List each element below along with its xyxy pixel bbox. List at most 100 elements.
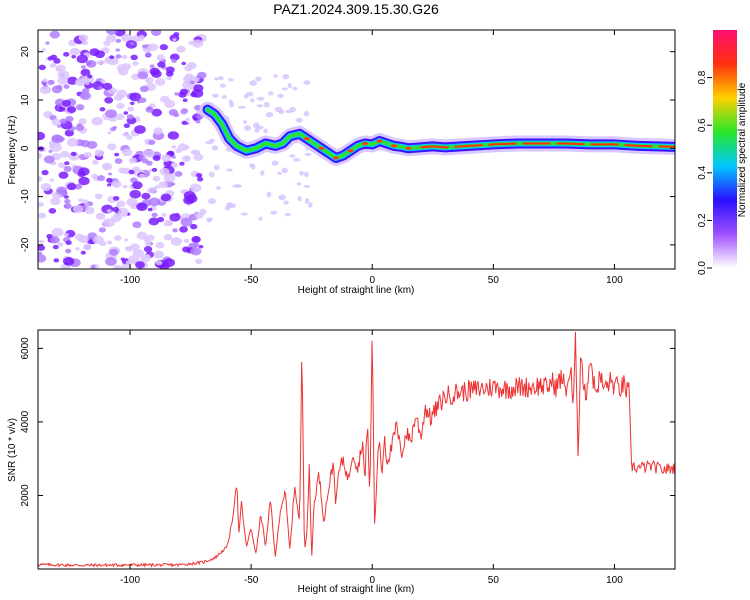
noise-blob [74,183,83,190]
colorbar-tick-label: 0.2 [697,213,708,227]
ridge-peak [347,149,354,153]
noise-blob [95,212,106,220]
snr-xlabel: Height of straight line (km) [298,584,415,595]
noise-blob [38,131,46,141]
noise-blob [304,171,309,178]
noise-blob [169,53,180,61]
noise-blob [169,213,181,222]
noise-blob [132,61,139,66]
noise-blob [228,203,237,209]
noise-blob [274,106,283,113]
noise-blob [66,182,77,191]
noise-blob [190,149,198,155]
noise-blob [91,173,98,179]
noise-blob [115,54,122,59]
noise-blob [57,242,64,247]
noise-blob [189,80,195,85]
noise-blob [243,119,248,125]
noise-blob [208,198,216,205]
snr-frame [37,329,676,570]
noise-blob [211,145,219,151]
noise-blob [66,106,77,114]
noise-blob [129,189,141,199]
noise-blob [118,167,127,174]
noise-blob [171,58,177,63]
noise-blob [240,212,249,216]
noise-blob [193,242,200,248]
noise-blob [109,248,119,256]
noise-blob [179,161,185,166]
noise-blob [138,173,145,179]
spectrogram-ytick-label: -10 [20,189,31,204]
noise-blob [151,108,163,117]
noise-blob [64,161,70,166]
noise-blob [166,75,173,81]
noise-blob [38,176,43,182]
noise-blob [114,214,123,221]
noise-blob [109,55,115,60]
colorbar-tick-label: 0.8 [697,70,708,84]
noise-blob [153,250,164,259]
noise-blob [270,210,278,215]
noise-blob [152,155,161,161]
noise-blob [304,152,312,156]
noise-blob [90,265,96,269]
noise-blob [157,61,166,68]
colorbar-gradient [713,30,737,268]
noise-blob [181,61,186,66]
noise-blob [206,217,214,221]
noise-blob [189,183,202,193]
noise-blob [195,258,203,265]
noise-blob [63,84,70,89]
noise-blob [193,153,204,162]
noise-blob [106,30,118,35]
noise-blob [132,181,143,190]
spectrogram-xtick-label: 100 [606,275,623,286]
noise-blob [216,186,221,190]
noise-blob [66,138,79,147]
snr-ytick-label: 6000 [20,337,31,360]
noise-blob [214,77,219,81]
noise-blob [58,171,69,179]
snr-ytick-label: 4000 [20,410,31,433]
noise-blob [49,236,60,244]
noise-blob [83,151,92,159]
snr-xtick-label: 0 [369,575,375,586]
spectrogram-ytick-label: 0 [20,145,31,151]
noise-blob [102,82,113,91]
noise-blob [49,62,57,69]
noise-blob [105,257,117,266]
colorbar-tick-label: 0.6 [697,118,708,132]
noise-blob [121,54,128,60]
noise-blob [41,48,46,52]
snr-ytick-label: 2000 [20,484,31,507]
noise-blob [70,151,77,157]
noise-blob [55,84,63,90]
noise-blob [96,175,105,182]
noise-blob [59,118,67,124]
noise-blob [92,159,99,165]
colorbar-tick-label: 0.4 [697,165,708,179]
snr-marks [38,331,675,568]
noise-blob [168,109,178,116]
noise-blob [57,162,66,169]
noise-blob [84,206,95,215]
noise-blob [112,195,120,201]
noise-blob [77,171,86,178]
noise-blob [129,202,139,210]
ridge-peak [405,146,412,150]
noise-blob [60,150,70,158]
noise-blob [139,85,149,93]
noise-blob [263,128,268,134]
noise-blob [232,184,240,188]
noise-blob [114,152,120,157]
noise-blob [141,158,149,164]
noise-blob [104,96,114,104]
noise-blob [195,119,201,124]
noise-blob [81,40,89,46]
noise-blob [164,99,176,109]
snr-line [38,331,675,568]
noise-blob [211,93,219,98]
noise-blob [193,84,204,92]
